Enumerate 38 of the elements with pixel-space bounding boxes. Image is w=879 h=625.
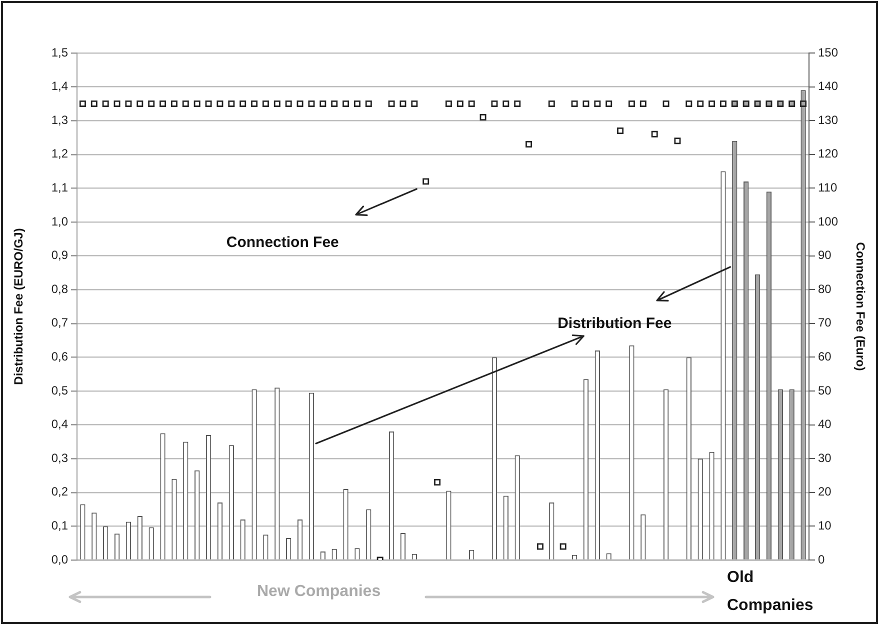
y-tick-label: 0,1 bbox=[51, 518, 68, 533]
y-tick-label: 1,1 bbox=[51, 180, 68, 195]
y2-tick-label: 70 bbox=[818, 316, 832, 330]
y-axis-title: Distribution Fee (EURO/GJ) bbox=[12, 228, 26, 385]
y2-tick-label: 140 bbox=[818, 79, 838, 94]
y-tick-label: 0,5 bbox=[51, 383, 68, 398]
y-tick-label: 0,8 bbox=[51, 282, 68, 296]
y-tick-label: 0,6 bbox=[51, 350, 68, 364]
y2-tick-label: 120 bbox=[818, 146, 838, 161]
y2-tick-label: 30 bbox=[818, 450, 832, 465]
y2-tick-label: 100 bbox=[818, 214, 838, 228]
y2-tick-label: 110 bbox=[818, 180, 838, 195]
text: Old Companies bbox=[727, 568, 814, 616]
y-tick-label: 1,4 bbox=[51, 79, 68, 94]
y-tick-label: 1,3 bbox=[51, 112, 68, 127]
annotation: Connection Fee bbox=[226, 234, 339, 251]
y2-tick-label: 80 bbox=[818, 282, 832, 296]
y-tick-label: 0,7 bbox=[51, 316, 68, 330]
y2-tick-label: 40 bbox=[818, 417, 832, 432]
annotation: Distribution Fee bbox=[558, 314, 672, 332]
y-tick-label: 0,9 bbox=[51, 248, 68, 262]
y-tick-label: 1,2 bbox=[51, 146, 68, 161]
y2-axis-title: Connection Fee (Euro) bbox=[853, 242, 868, 371]
y-tick-label: 0,0 bbox=[51, 552, 68, 566]
y2-tick-label: 130 bbox=[818, 112, 838, 127]
y-tick-label: 0,3 bbox=[51, 450, 68, 465]
y-tick-label: 1,5 bbox=[51, 45, 68, 60]
y2-tick-label: 50 bbox=[818, 383, 832, 398]
y-tick-label: 0,2 bbox=[51, 484, 68, 499]
text: New Companies bbox=[257, 582, 381, 602]
y-tick-label: 0,4 bbox=[51, 417, 68, 432]
y2-tick-label: 20 bbox=[818, 484, 832, 499]
y-tick-label: 1,0 bbox=[51, 214, 68, 228]
y2-tick-label: 0 bbox=[818, 552, 825, 566]
y2-tick-label: 90 bbox=[818, 248, 832, 262]
y2-tick-label: 60 bbox=[818, 350, 832, 364]
y2-tick-label: 150 bbox=[818, 45, 838, 60]
y2-tick-label: 10 bbox=[818, 518, 832, 533]
